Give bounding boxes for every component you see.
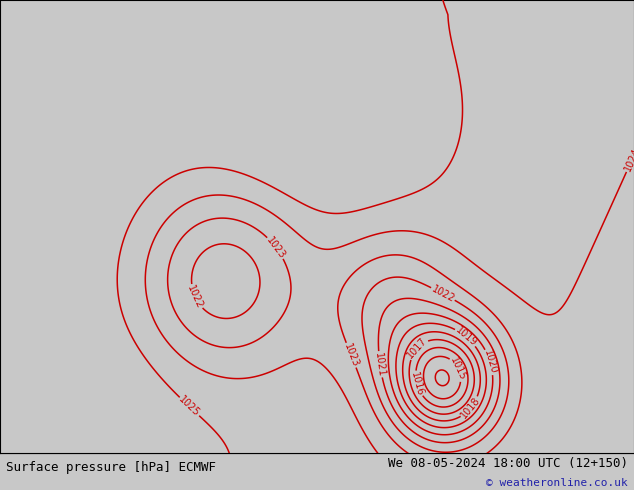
Text: 1023: 1023	[264, 235, 287, 261]
Text: 1019: 1019	[453, 325, 479, 348]
Text: 1018: 1018	[459, 395, 482, 420]
Text: Surface pressure [hPa] ECMWF: Surface pressure [hPa] ECMWF	[6, 462, 216, 474]
Text: 1025: 1025	[177, 394, 202, 419]
Text: 1023: 1023	[342, 342, 360, 368]
Text: © weatheronline.co.uk: © weatheronline.co.uk	[486, 478, 628, 489]
Text: 1022: 1022	[430, 284, 456, 304]
Text: We 08-05-2024 18:00 UTC (12+150): We 08-05-2024 18:00 UTC (12+150)	[387, 457, 628, 470]
Text: 1024: 1024	[623, 147, 634, 173]
Text: 1016: 1016	[409, 370, 425, 397]
Text: 1017: 1017	[405, 336, 429, 361]
Text: 1021: 1021	[373, 351, 387, 377]
Text: 1022: 1022	[186, 284, 205, 310]
Text: 1015: 1015	[449, 356, 468, 382]
Text: 1020: 1020	[482, 349, 498, 375]
